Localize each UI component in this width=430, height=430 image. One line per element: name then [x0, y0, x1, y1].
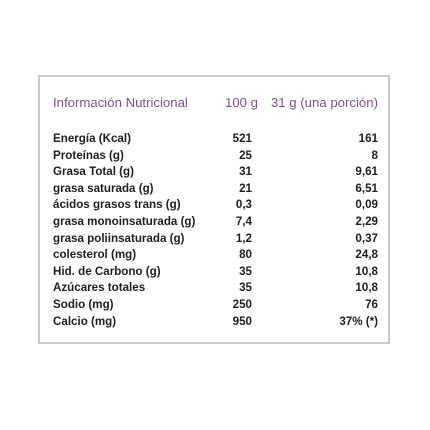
table-row: Energía (Kcal) 521 161 [53, 132, 378, 149]
table-row: colesterol (mg) 80 24,8 [53, 248, 378, 265]
row-per-portion: 0,09 [355, 198, 378, 212]
row-per-portion: 0,37 [355, 231, 378, 245]
row-name: grasa monoinsaturada (g) [53, 214, 196, 228]
row-name: Hid. de Carbono (g) [53, 264, 161, 278]
row-name: Energía (Kcal) [53, 132, 131, 145]
table-row: Hid. de Carbono (g) 35 10,8 [53, 265, 378, 282]
header-col-portion: 31 g (una porción) [270, 95, 378, 110]
header-label: Información Nutricional [53, 95, 188, 110]
row-per-portion: 8 [371, 148, 378, 162]
row-per-portion: 10,8 [355, 264, 378, 278]
row-per-portion: 24,8 [355, 248, 378, 262]
row-per-100g: 31 [239, 165, 252, 179]
table-row: grasa saturada (g) 21 6,51 [53, 182, 378, 199]
row-per-100g: 950 [232, 314, 252, 328]
row-per-portion: 37% (*) [339, 314, 378, 328]
row-per-100g: 80 [239, 248, 252, 262]
row-per-100g: 35 [239, 281, 252, 295]
row-name: Proteínas (g) [53, 148, 124, 162]
table-row: grasa monoinsaturada (g) 7,4 2,29 [53, 215, 378, 232]
row-name: Sodio (mg) [53, 297, 114, 311]
table-row: grasa poliinsaturada (g) 1,2 0,37 [53, 232, 378, 249]
row-per-100g: 25 [239, 148, 252, 162]
row-per-portion: 10,8 [355, 281, 378, 295]
row-name: colesterol (mg) [53, 248, 137, 262]
row-name: ácidos grasos trans (g) [53, 198, 181, 212]
row-per-100g: 21 [239, 181, 252, 195]
table-row: ácidos grasos trans (g) 0,3 0,09 [53, 198, 378, 215]
row-per-100g: 7,4 [235, 214, 252, 228]
row-per-100g: 521 [232, 132, 252, 145]
row-per-100g: 1,2 [235, 231, 252, 245]
table-row: Proteínas (g) 25 8 [53, 149, 378, 166]
table-row: Azúcares totales 35 10,8 [53, 281, 378, 298]
row-name: grasa saturada (g) [53, 181, 154, 195]
row-per-100g: 0,3 [235, 198, 252, 212]
row-name: Azúcares totales [53, 281, 146, 295]
row-per-portion: 9,61 [355, 165, 378, 179]
row-name: Grasa Total (g) [53, 165, 134, 179]
table-header: Información Nutricional 100 g 31 g (una … [53, 95, 378, 115]
table-body: Energía (Kcal) 521 161 Proteínas (g) 25 … [53, 132, 378, 331]
header-col-100g: 100 g [225, 95, 259, 110]
row-per-portion: 6,51 [355, 181, 378, 195]
table-row: Sodio (mg) 250 76 [53, 298, 378, 315]
row-name: grasa poliinsaturada (g) [53, 231, 185, 245]
table-row: Grasa Total (g) 31 9,61 [53, 165, 378, 182]
row-per-portion: 161 [358, 132, 378, 145]
table-row: Calcio (mg) 950 37% (*) [53, 315, 378, 332]
row-per-portion: 76 [365, 297, 378, 311]
row-per-100g: 35 [239, 264, 252, 278]
row-per-portion: 2,29 [355, 214, 378, 228]
row-per-100g: 250 [232, 297, 252, 311]
nutrition-table: Información Nutricional 100 g 31 g (una … [38, 75, 390, 344]
row-name: Calcio (mg) [53, 314, 117, 328]
